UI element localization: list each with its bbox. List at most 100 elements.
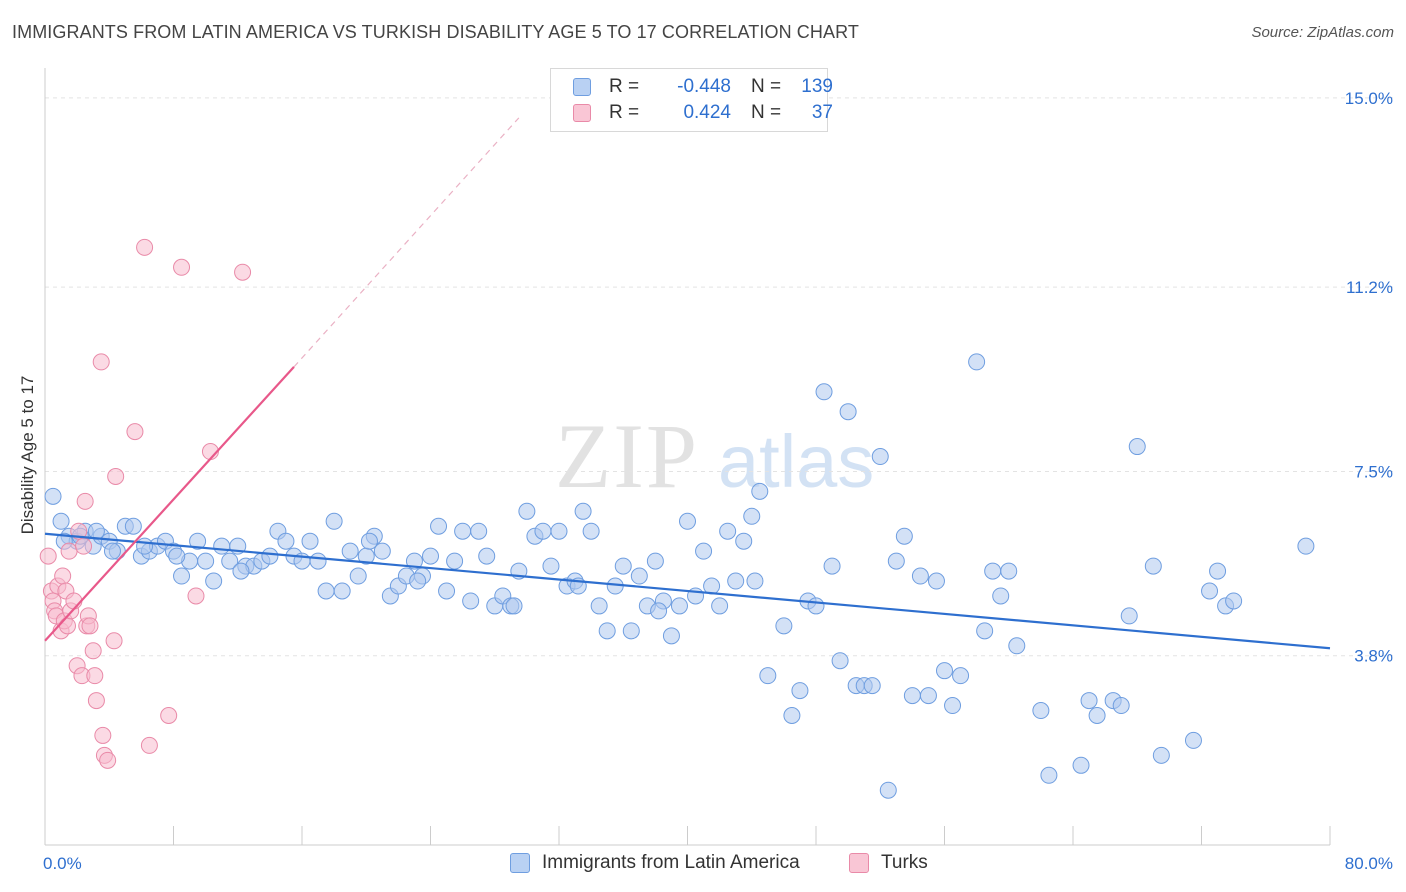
data-point-latin-america — [887, 552, 905, 570]
data-point-latin-america — [823, 557, 841, 575]
r-label: R = — [609, 102, 640, 123]
data-point-turks — [160, 707, 178, 725]
data-point-latin-america — [405, 552, 423, 570]
data-point-latin-america — [349, 567, 367, 585]
data-point-latin-america — [1008, 637, 1026, 655]
data-point-latin-america — [1144, 557, 1162, 575]
legend-item-latin-america[interactable]: Immigrants from Latin America — [510, 852, 800, 874]
data-point-latin-america — [550, 522, 568, 540]
data-point-latin-america — [197, 552, 215, 570]
data-point-turks — [107, 467, 125, 485]
r-label: R = — [609, 76, 640, 97]
data-point-latin-america — [1225, 592, 1243, 610]
data-point-latin-america — [373, 542, 391, 560]
data-point-turks — [60, 542, 78, 560]
data-point-latin-america — [719, 522, 737, 540]
data-point-latin-america — [727, 572, 745, 590]
n-value: 139 — [801, 76, 833, 97]
data-point-latin-america — [309, 552, 327, 570]
n-label: N = — [751, 76, 782, 97]
data-point-latin-america — [1297, 537, 1315, 555]
data-point-latin-america — [582, 522, 600, 540]
legend-item-turks[interactable]: Turks — [849, 852, 928, 874]
data-point-latin-america — [863, 677, 881, 695]
data-point-turks — [105, 632, 123, 650]
data-point-latin-america — [944, 697, 962, 715]
data-point-latin-america — [590, 597, 608, 615]
data-point-turks — [81, 617, 99, 635]
data-point-latin-america — [775, 617, 793, 635]
data-point-latin-america — [1120, 607, 1138, 625]
data-point-latin-america — [622, 622, 640, 640]
legend-swatch-blue — [573, 78, 591, 96]
data-point-turks — [173, 258, 191, 276]
data-point-turks — [87, 692, 105, 710]
x-tick-label: 80.0% — [1345, 854, 1393, 873]
data-point-latin-america — [871, 448, 889, 466]
data-point-latin-america — [968, 353, 986, 371]
data-point-latin-america — [1209, 562, 1227, 580]
data-point-latin-america — [341, 542, 359, 560]
data-point-latin-america — [534, 522, 552, 540]
y-tick-label: 11.2% — [1346, 278, 1393, 297]
legend-row-latin-america: R = -0.448 N = 139 — [573, 75, 833, 99]
data-point-latin-america — [478, 547, 496, 565]
data-point-latin-america — [173, 567, 191, 585]
data-point-latin-america — [646, 552, 664, 570]
data-point-latin-america — [470, 522, 488, 540]
data-point-turks — [126, 423, 144, 441]
y-tick-label: 15.0% — [1345, 89, 1393, 108]
data-point-latin-america — [189, 532, 207, 550]
data-point-latin-america — [213, 537, 231, 555]
x-tick-label: 0.0% — [43, 854, 82, 873]
data-point-latin-america — [317, 582, 335, 600]
data-point-latin-america — [574, 502, 592, 520]
data-point-latin-america — [839, 403, 857, 421]
source-link[interactable]: Source: ZipAtlas.com — [1251, 24, 1394, 41]
data-point-latin-america — [879, 781, 897, 799]
data-point-latin-america — [976, 622, 994, 640]
data-point-latin-america — [136, 537, 154, 555]
data-point-latin-america — [1000, 562, 1018, 580]
data-point-turks — [65, 592, 83, 610]
data-point-latin-america — [1040, 766, 1058, 784]
data-point-latin-america — [1072, 756, 1090, 774]
data-point-latin-america — [360, 532, 378, 550]
y-tick-label: 7.5% — [1354, 462, 1393, 481]
data-point-turks — [140, 736, 158, 754]
data-point-latin-america — [670, 597, 688, 615]
data-point-latin-america — [783, 707, 801, 725]
data-point-turks — [99, 751, 117, 769]
data-point-turks — [84, 642, 102, 660]
legend-row-turks: R = 0.424 N = 37 — [573, 101, 833, 125]
data-point-latin-america — [1080, 692, 1098, 710]
data-point-latin-america — [1201, 582, 1219, 600]
data-point-latin-america — [518, 502, 536, 520]
legend-swatch-pink — [849, 853, 869, 873]
data-point-latin-america — [542, 557, 560, 575]
data-point-turks — [136, 238, 154, 256]
data-point-latin-america — [791, 682, 809, 700]
r-value: 0.424 — [683, 102, 731, 123]
data-point-latin-america — [422, 547, 439, 565]
data-point-latin-america — [992, 587, 1010, 605]
data-point-latin-america — [711, 597, 729, 615]
data-point-latin-america — [952, 667, 970, 685]
data-point-latin-america — [927, 572, 945, 590]
data-point-latin-america — [1032, 702, 1050, 720]
data-point-turks — [39, 547, 57, 565]
data-point-latin-america — [759, 667, 777, 685]
data-point-latin-america — [261, 547, 279, 565]
data-point-latin-america — [44, 487, 62, 505]
data-point-latin-america — [232, 562, 250, 580]
data-point-turks — [54, 567, 72, 585]
n-value: 37 — [811, 102, 833, 123]
data-point-latin-america — [743, 507, 761, 525]
series-legend: Immigrants from Latin America Turks — [0, 852, 1406, 878]
legend-label-turks: Turks — [881, 852, 928, 873]
data-point-latin-america — [746, 572, 764, 590]
data-point-latin-america — [936, 662, 953, 680]
data-point-latin-america — [815, 383, 833, 401]
data-point-turks — [86, 667, 104, 685]
